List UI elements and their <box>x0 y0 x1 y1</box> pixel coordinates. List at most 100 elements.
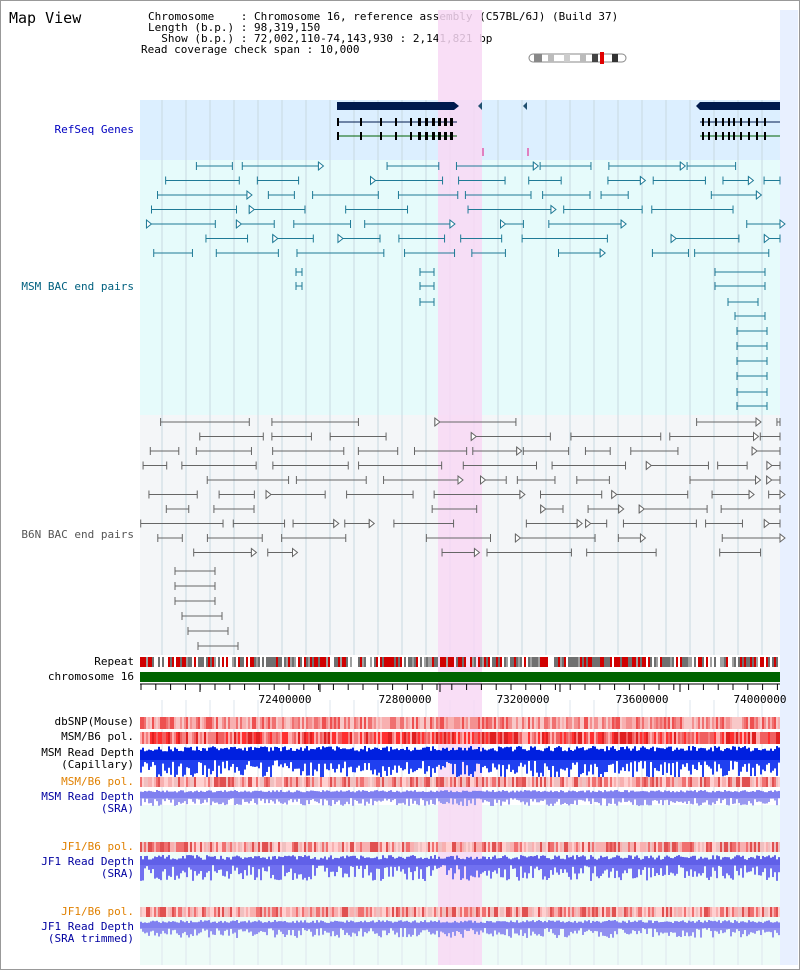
msm-depth-capillary-bar <box>482 747 484 760</box>
jf1-depth-trimmed-bar <box>616 928 618 935</box>
jf1-pol-heat <box>726 842 728 852</box>
msm-pol-heat-2 <box>326 777 328 787</box>
msm-depth-capillary-bar <box>192 750 194 760</box>
jf1-pol-heat <box>340 842 342 852</box>
msm-pol-heat <box>252 732 254 744</box>
msm-pol-heat <box>472 732 474 744</box>
jf1-pol-heat-2 <box>596 907 598 917</box>
msm-depth-capillary-bar <box>674 749 676 760</box>
msm-depth-capillary-bar <box>556 747 558 760</box>
dbsnp-heat <box>162 717 164 729</box>
jf1-pol-heat-2 <box>220 907 222 917</box>
msm-depth-capillary-bar <box>448 760 450 764</box>
msm-depth-sra-bar <box>482 798 484 803</box>
msm-depth-sra-bar <box>676 791 678 798</box>
msm-pol-heat <box>380 732 382 744</box>
jf1-pol-heat-2 <box>516 907 518 917</box>
gene-exon <box>444 132 447 140</box>
msm-depth-sra-bar <box>388 790 390 798</box>
repeat-mark <box>336 657 338 667</box>
msm-depth-sra-bar <box>518 798 520 801</box>
msm-bac-pair-arrow <box>248 204 256 215</box>
msm-depth-sra-bar <box>592 798 594 799</box>
jf1-depth-sra-bar <box>340 865 342 868</box>
jf1-depth-trimmed-bar <box>602 921 604 928</box>
msm-pol-heat <box>716 732 718 744</box>
jf1-depth-sra-bar <box>658 855 660 865</box>
dbsnp-heat <box>338 717 340 729</box>
msm-depth-capillary-bar <box>684 760 686 767</box>
msm-pol-heat <box>438 732 440 744</box>
jf1-pol-heat-2 <box>742 907 744 917</box>
jf1-depth-sra-bar <box>224 859 226 865</box>
repeat-mark <box>520 657 522 667</box>
msm-pol-heat <box>204 732 206 744</box>
jf1-depth-sra-bar <box>402 857 404 865</box>
jf1-depth-sra-bar <box>186 865 188 878</box>
jf1-depth-trimmed-bar <box>540 920 542 928</box>
jf1-depth-trimmed-bar <box>448 928 450 934</box>
msm-pol-heat <box>564 732 566 744</box>
dbsnp-heat <box>194 717 196 729</box>
jf1-depth-trimmed-bar <box>508 928 510 937</box>
jf1-depth-sra-bar <box>752 865 754 868</box>
msm-depth-sra-bar <box>320 792 322 798</box>
jf1-depth-sra-bar <box>532 856 534 865</box>
jf1-depth-sra-bar <box>656 857 658 865</box>
msm-depth-capillary-bar <box>708 760 710 767</box>
msm-depth-capillary-bar <box>290 748 292 760</box>
jf1-depth-trimmed-bar <box>584 928 586 932</box>
msm-pol-heat <box>170 732 172 744</box>
jf1-depth-trimmed-bar <box>280 928 282 932</box>
jf1-pol-heat-2 <box>688 907 690 917</box>
msm-depth-capillary-bar <box>566 760 568 768</box>
msm-pol-heat-2 <box>590 777 592 787</box>
msm-depth-capillary-bar <box>630 760 632 763</box>
repeat-mark <box>618 657 620 667</box>
msm-depth-sra-bar <box>200 790 202 798</box>
msm-depth-sra-bar <box>684 792 686 798</box>
jf1-depth-sra-bar <box>666 855 668 865</box>
jf1-pol-heat-2 <box>298 907 300 917</box>
dbsnp-heat <box>774 717 776 729</box>
jf1-depth-trimmed-bar <box>676 928 678 937</box>
jf1-depth-trimmed-bar <box>466 928 468 932</box>
jf1-depth-sra-bar <box>360 855 362 865</box>
msm-depth-capillary-bar <box>542 751 544 760</box>
msm-depth-sra-bar <box>408 791 410 798</box>
repeat-mark <box>444 657 446 667</box>
dbsnp-heat <box>568 717 570 729</box>
msm-pol-heat-2 <box>500 777 502 787</box>
msm-depth-sra-bar <box>154 798 156 800</box>
msm-pol-heat <box>778 732 780 744</box>
repeat-mark <box>746 657 748 667</box>
jf1-pol-heat <box>764 842 766 852</box>
chromosome-ideogram[interactable] <box>528 52 628 64</box>
jf1-depth-sra-bar <box>436 865 438 869</box>
jf1-depth-trimmed-bar <box>300 920 302 928</box>
jf1-pol-heat-2 <box>572 907 574 917</box>
gene-arrow <box>478 102 482 110</box>
msm-depth-capillary-bar <box>688 760 690 771</box>
msm-pol-heat <box>260 732 262 744</box>
jf1-depth-sra-bar <box>164 858 166 865</box>
jf1-depth-trimmed-bar <box>204 928 206 931</box>
msm-depth-capillary-bar <box>530 746 532 760</box>
dbsnp-heat <box>332 717 334 729</box>
msm-pol-heat-2 <box>622 777 624 787</box>
jf1-depth-trimmed-bar <box>688 928 690 937</box>
msm-depth-sra-bar <box>614 798 616 804</box>
dbsnp-heat <box>388 717 390 729</box>
msm-bac-pair-arrow <box>449 218 456 230</box>
msm-depth-capillary-bar <box>416 749 418 760</box>
jf1-pol-heat <box>210 842 212 852</box>
length-line: Length (b.p.) : 98,319,150 <box>148 21 321 34</box>
msm-pol-heat <box>676 732 678 744</box>
jf1-pol-heat <box>342 842 344 852</box>
msm-bac-pair-arrow <box>532 160 540 172</box>
jf1-depth-sra-bar <box>358 865 360 869</box>
jf1-depth-sra-bar <box>458 865 460 870</box>
jf1-pol-heat-2 <box>638 907 640 917</box>
jf1-depth-sra-bar <box>476 865 478 871</box>
